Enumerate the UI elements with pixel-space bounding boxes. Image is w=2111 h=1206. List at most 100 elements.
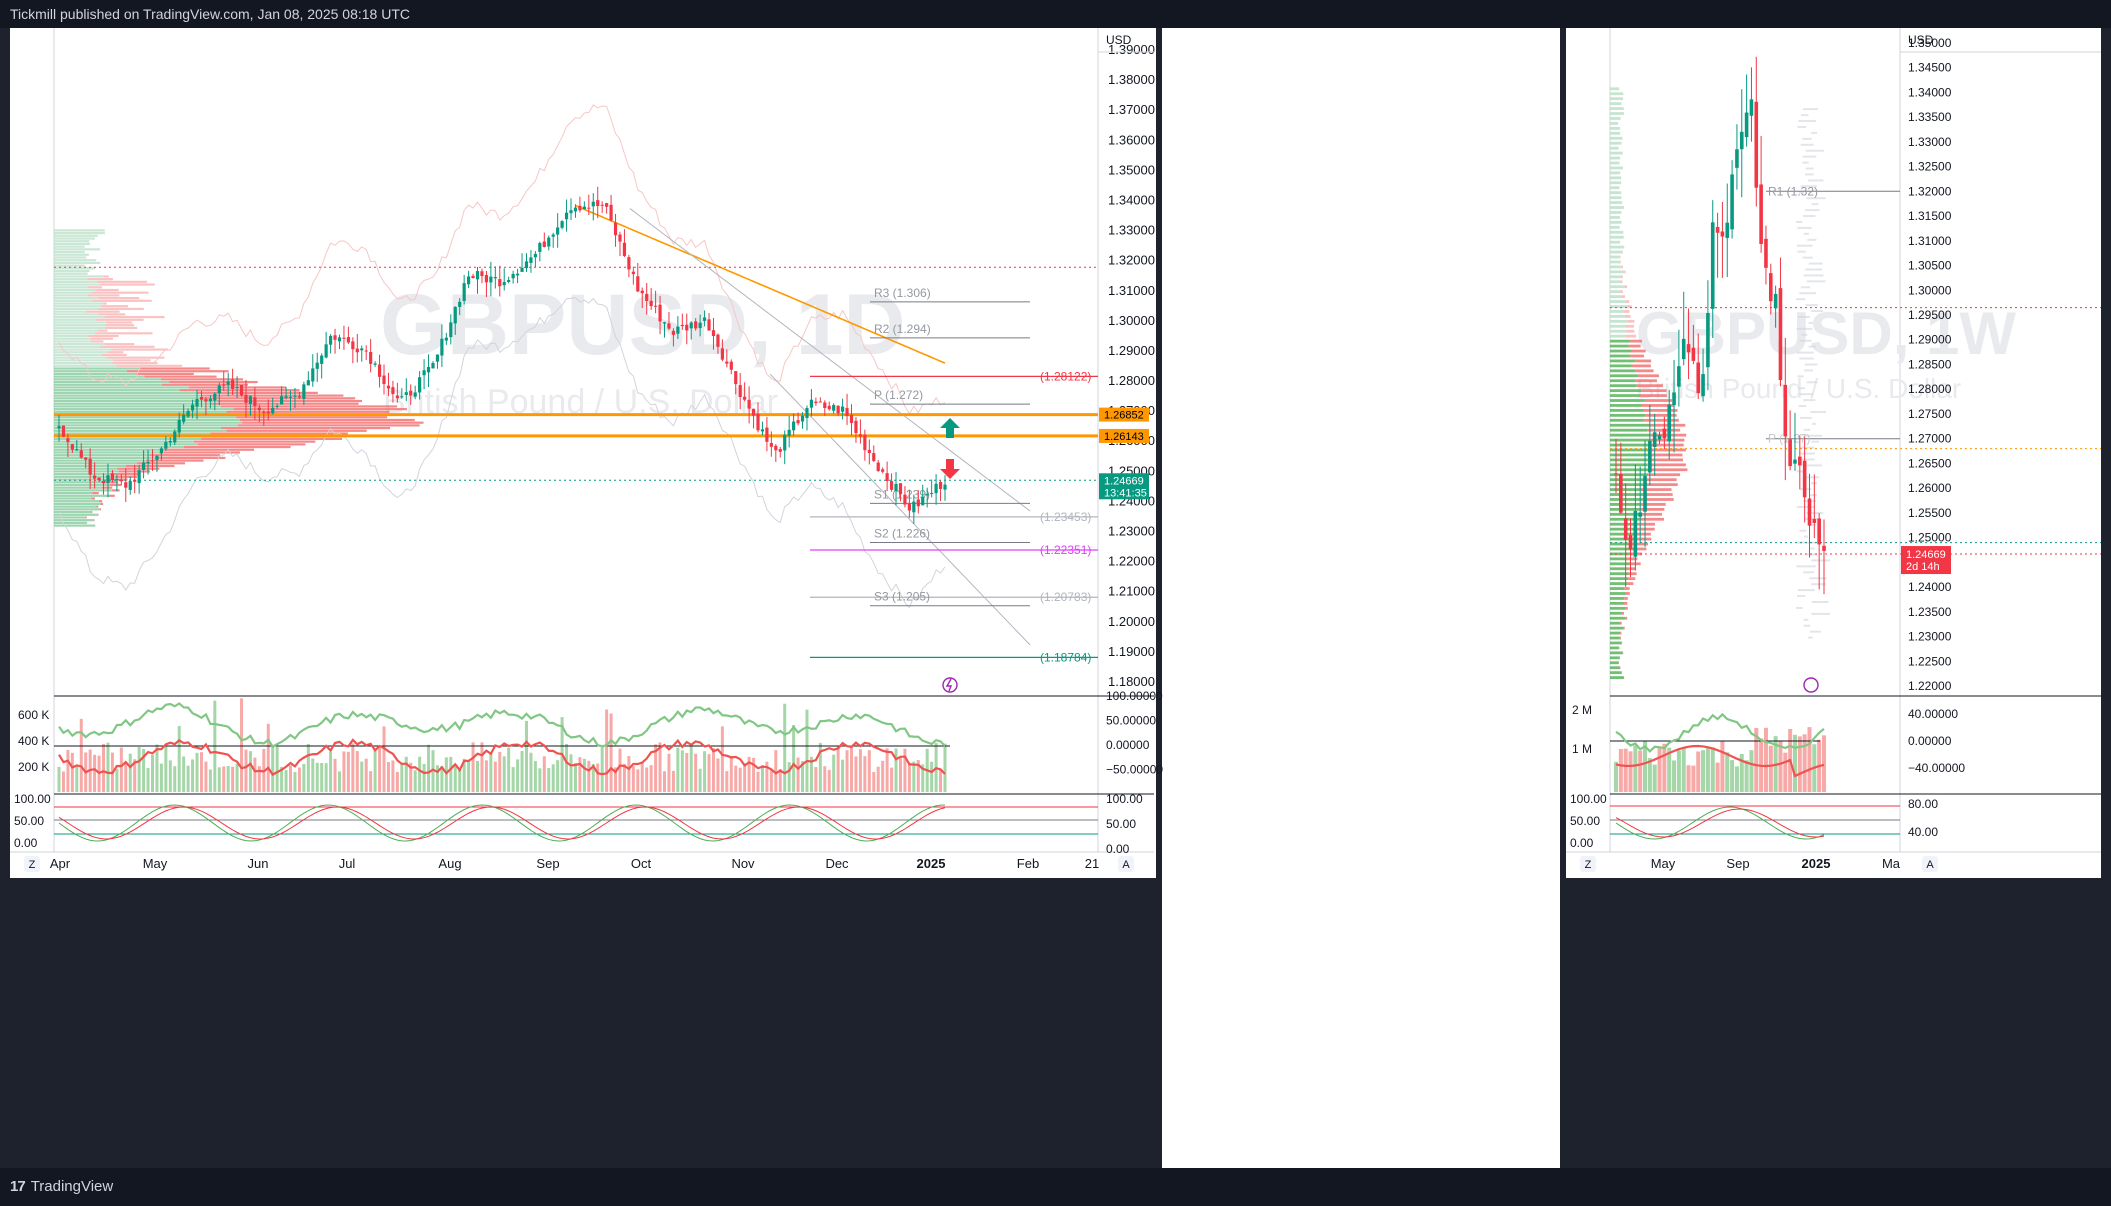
daily-candle[interactable] xyxy=(569,210,573,214)
daily-candle[interactable] xyxy=(716,334,720,347)
daily-candle[interactable] xyxy=(342,337,346,339)
weekly-auto-scale-button[interactable] xyxy=(1922,856,1938,872)
daily-candle[interactable] xyxy=(907,503,911,511)
daily-candle[interactable] xyxy=(302,384,306,399)
daily-candle[interactable] xyxy=(542,241,546,248)
daily-candle[interactable] xyxy=(128,481,132,490)
daily-candle[interactable] xyxy=(778,449,782,452)
daily-candle[interactable] xyxy=(698,322,702,329)
daily-candle[interactable] xyxy=(783,434,787,451)
weekly-candle[interactable] xyxy=(1735,149,1739,168)
daily-candle[interactable] xyxy=(253,397,257,406)
daily-candle[interactable] xyxy=(894,483,898,492)
daily-candle[interactable] xyxy=(133,479,137,482)
daily-candle[interactable] xyxy=(889,481,894,490)
daily-candle[interactable] xyxy=(662,322,667,324)
daily-candle[interactable] xyxy=(422,370,426,376)
daily-candle[interactable] xyxy=(418,377,422,393)
weekly-candle[interactable] xyxy=(1706,313,1710,368)
daily-candle[interactable] xyxy=(667,323,671,329)
daily-candle[interactable] xyxy=(707,319,711,331)
weekly-candle[interactable] xyxy=(1783,384,1788,437)
daily-candle[interactable] xyxy=(769,443,773,447)
weekly-candle[interactable] xyxy=(1623,518,1628,540)
daily-candle[interactable] xyxy=(556,227,560,235)
buy-signal-arrow[interactable] xyxy=(940,418,960,438)
weekly-candle[interactable] xyxy=(1812,519,1817,523)
daily-candle[interactable] xyxy=(743,396,747,400)
weekly-candle[interactable] xyxy=(1628,535,1633,550)
daily-candle[interactable] xyxy=(502,282,506,286)
daily-candle[interactable] xyxy=(636,276,640,292)
daily-candle[interactable] xyxy=(213,393,217,401)
weekly-candle[interactable] xyxy=(1720,231,1725,237)
daily-candle[interactable] xyxy=(217,385,221,394)
weekly-candle[interactable] xyxy=(1691,347,1696,361)
daily-candle[interactable] xyxy=(751,408,756,416)
daily-candle[interactable] xyxy=(645,293,649,301)
daily-candle[interactable] xyxy=(930,492,934,494)
daily-candle[interactable] xyxy=(315,362,319,369)
daily-candle[interactable] xyxy=(231,379,235,389)
daily-candle[interactable] xyxy=(676,326,680,334)
daily-candle[interactable] xyxy=(391,387,395,395)
daily-candle[interactable] xyxy=(916,499,920,507)
lightning-icon[interactable] xyxy=(942,677,958,693)
daily-candle[interactable] xyxy=(435,354,440,362)
daily-candle[interactable] xyxy=(609,204,613,221)
daily-candle[interactable] xyxy=(863,434,867,451)
weekly-candle[interactable] xyxy=(1643,475,1647,512)
daily-candle[interactable] xyxy=(168,440,172,443)
daily-candle[interactable] xyxy=(61,425,66,437)
daily-candle[interactable] xyxy=(462,283,466,301)
daily-candle[interactable] xyxy=(475,271,480,280)
daily-candle[interactable] xyxy=(75,449,79,451)
daily-candle[interactable] xyxy=(101,480,106,484)
weekly-candle[interactable] xyxy=(1749,99,1754,116)
weekly-candle[interactable] xyxy=(1807,498,1812,526)
daily-candle[interactable] xyxy=(818,401,822,403)
daily-candle[interactable] xyxy=(324,344,328,358)
daily-candle[interactable] xyxy=(453,306,457,324)
daily-candle[interactable] xyxy=(551,234,555,237)
daily-candle[interactable] xyxy=(426,366,431,373)
weekly-price-label-badge[interactable] xyxy=(1901,546,1951,575)
daily-candle[interactable] xyxy=(137,470,141,484)
weekly-candle[interactable] xyxy=(1744,112,1749,138)
daily-candle[interactable] xyxy=(702,317,707,321)
daily-candle[interactable] xyxy=(208,398,212,402)
daily-candle[interactable] xyxy=(115,479,119,481)
daily-candle[interactable] xyxy=(671,330,676,335)
daily-candle[interactable] xyxy=(898,483,903,495)
daily-chart-panel[interactable]: GBPUSD, 1D British Pound / U.S. Dollar 1.3… xyxy=(10,28,1560,1168)
daily-candle[interactable] xyxy=(320,355,324,364)
daily-candle[interactable] xyxy=(511,274,515,279)
daily-candle[interactable] xyxy=(271,407,275,414)
weekly-zoom-button[interactable] xyxy=(1580,856,1596,872)
daily-candle[interactable] xyxy=(943,484,947,490)
daily-candle[interactable] xyxy=(413,392,417,397)
daily-candle[interactable] xyxy=(765,427,769,442)
weekly-candle[interactable] xyxy=(1788,439,1792,467)
daily-candle[interactable] xyxy=(934,483,938,494)
daily-candle[interactable] xyxy=(524,261,529,269)
sell-signal-arrow[interactable] xyxy=(940,459,960,479)
daily-candle[interactable] xyxy=(293,395,297,397)
weekly-candle[interactable] xyxy=(1672,392,1676,406)
weekly-candle[interactable] xyxy=(1686,344,1691,353)
daily-candle[interactable] xyxy=(836,405,840,414)
daily-candle[interactable] xyxy=(515,273,520,276)
daily-candle[interactable] xyxy=(854,420,858,433)
daily-candle[interactable] xyxy=(386,385,391,389)
tradingview-logo[interactable]: 17 TradingView xyxy=(10,1168,113,1206)
daily-candle[interactable] xyxy=(235,387,239,389)
price-label-badge[interactable] xyxy=(1099,473,1149,488)
weekly-candle[interactable] xyxy=(1677,366,1681,387)
daily-candle[interactable] xyxy=(204,399,208,402)
daily-candle[interactable] xyxy=(921,496,925,506)
daily-candle[interactable] xyxy=(190,404,195,411)
weekly-lightning-icon[interactable] xyxy=(1803,677,1819,693)
daily-candle[interactable] xyxy=(195,399,199,407)
daily-candle[interactable] xyxy=(373,363,377,365)
daily-candle[interactable] xyxy=(480,271,484,277)
